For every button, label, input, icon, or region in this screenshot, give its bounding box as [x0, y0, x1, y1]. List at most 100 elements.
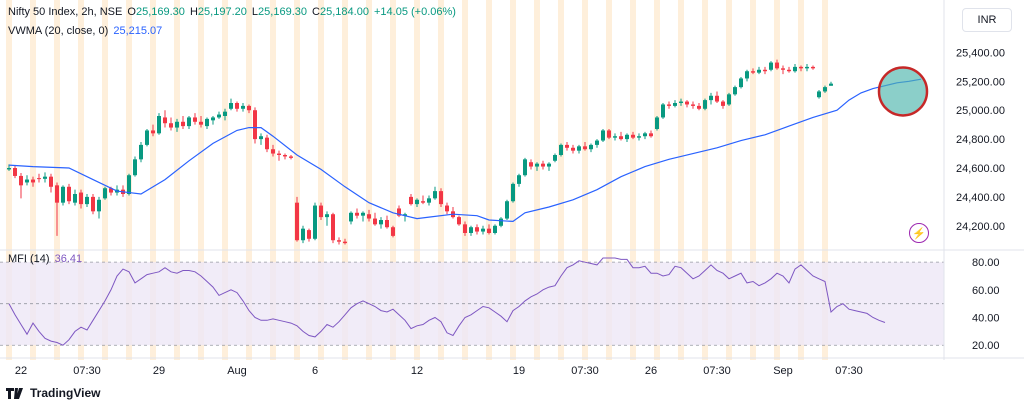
time-tick-label: 07:30 [835, 365, 863, 377]
candle-body [403, 214, 407, 216]
session-highlight [150, 0, 156, 360]
time-tick-label: Aug [227, 365, 247, 377]
x-axis-ticks: 22 07:30 29 Aug 6 12 19 07:30 26 07:30 Sep 07:30 [15, 365, 863, 377]
candle-body [721, 101, 725, 106]
session-highlight [654, 0, 660, 360]
brand-name: TradingView [30, 386, 101, 400]
candle-body [715, 95, 719, 102]
vwma-legend: VWMA (20, close, 0) 25,215.07 [8, 25, 164, 37]
candle-body [301, 228, 305, 241]
candle-body [661, 104, 665, 118]
candle-body [313, 205, 317, 239]
close-label: C [312, 6, 320, 18]
candle-body [49, 176, 53, 187]
session-highlight [294, 0, 300, 360]
candle-body [25, 179, 29, 183]
low-value: 25,169.30 [258, 6, 307, 18]
candle-body [667, 104, 671, 106]
close-value: 25,184.00 [320, 6, 369, 18]
session-highlight [342, 0, 348, 360]
time-tick-label: Sep [773, 365, 793, 377]
high-value: 25,197.20 [197, 6, 247, 18]
candle-body [823, 87, 827, 92]
session-highlight [102, 0, 108, 360]
candle-body [421, 201, 425, 203]
vwma-name: VWMA (20, close, 0) [8, 25, 109, 37]
session-highlight [750, 0, 756, 360]
candle-body [685, 101, 689, 105]
candle-body [373, 218, 377, 225]
candle-body [283, 155, 287, 157]
candle-body [55, 185, 59, 203]
candle-body [109, 188, 113, 193]
session-highlight [702, 0, 708, 360]
candle-body [187, 117, 191, 127]
candle-body [217, 114, 221, 118]
candle-body [259, 136, 263, 140]
session-highlight [630, 0, 636, 360]
highlight-circle [877, 66, 929, 117]
candle-body [799, 66, 803, 69]
open-value: 25,169.30 [135, 6, 185, 18]
candle-body [559, 144, 563, 155]
price-tick-label: 24,600.00 [956, 163, 1005, 175]
candle-body [505, 201, 509, 219]
candle-body [31, 179, 35, 183]
mfi-band [0, 261, 944, 346]
session-highlight [246, 0, 252, 360]
mfi-value: 36.41 [54, 253, 83, 265]
low-label: L [251, 6, 259, 18]
candle-body [577, 146, 581, 151]
session-highlight [198, 0, 204, 360]
price-tick-label: 24,200.00 [956, 221, 1005, 233]
candle-body [583, 146, 587, 150]
candle-body [625, 134, 629, 140]
candle-body [775, 62, 779, 69]
candle-body [733, 87, 737, 95]
currency-button[interactable]: INR [962, 8, 1012, 32]
candle-body [409, 196, 413, 205]
candle-body [697, 105, 701, 109]
candle-body [61, 186, 65, 203]
session-highlight [6, 0, 12, 360]
candle-body [199, 121, 203, 125]
candle-body [499, 218, 503, 226]
candle-body [277, 153, 281, 155]
candle-body [529, 162, 533, 167]
session-highlight [606, 0, 612, 360]
candle-body [295, 202, 299, 241]
mfi-name: MFI (14) [8, 253, 50, 265]
candle-body [331, 214, 335, 241]
session-highlight [726, 0, 732, 360]
candle-body [307, 230, 311, 239]
session-highlight [78, 0, 84, 360]
candle-body [127, 175, 131, 194]
candle-body [763, 69, 767, 72]
change-value: +14.05 (+0.06%) [374, 6, 456, 18]
candle-body [619, 136, 623, 140]
session-highlight [366, 0, 372, 360]
candle-body [151, 130, 155, 134]
candle-body [253, 110, 257, 140]
candle-body [337, 240, 341, 242]
tradingview-logo[interactable]: TradingView [6, 386, 100, 400]
candle-body [193, 117, 197, 122]
candle-body [739, 78, 743, 88]
lightning-icon[interactable]: ⚡ [909, 223, 929, 243]
candle-body [517, 175, 521, 184]
candle-body [601, 130, 605, 141]
vwma-value: 25,215.07 [113, 25, 163, 37]
session-highlight [318, 0, 324, 360]
candle-body [727, 94, 731, 105]
candle-body [271, 149, 275, 154]
candle-body [595, 140, 599, 145]
candle-body [13, 168, 17, 176]
mfi-tick-label: 20.00 [972, 340, 1000, 352]
session-highlight [54, 0, 60, 360]
candle-body [457, 217, 461, 225]
candle-body [229, 103, 233, 109]
session-highlight [774, 0, 780, 360]
tradingview-logo-icon [6, 387, 23, 399]
vwma-line [8, 78, 922, 223]
